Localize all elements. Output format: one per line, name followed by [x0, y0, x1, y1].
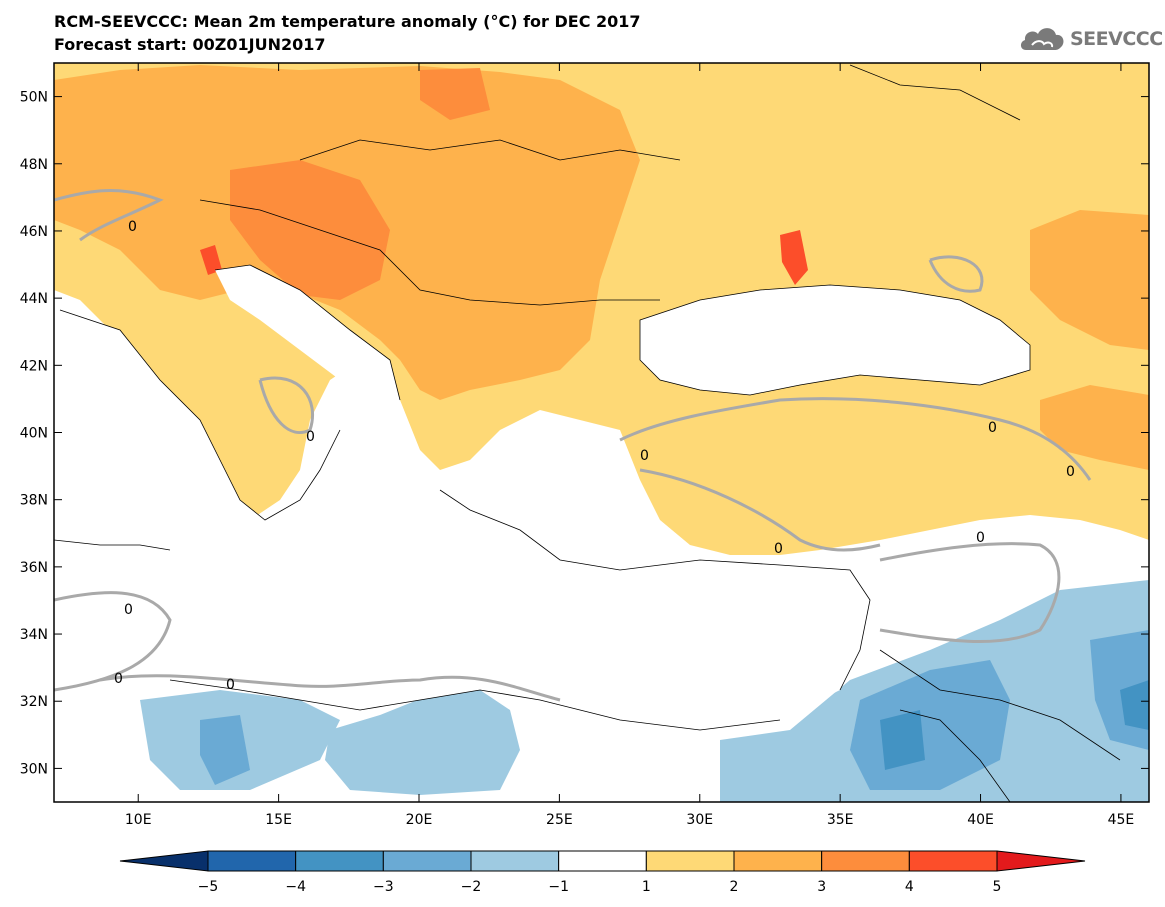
- colorbar-extension-low: [119, 850, 209, 872]
- lat-tick-label: 48N: [20, 157, 48, 173]
- anomaly-region-pos3: [230, 160, 390, 300]
- lon-tick-label: 25E: [546, 812, 573, 828]
- colorbar-segment: [295, 850, 384, 872]
- colorbar-label: 2: [730, 879, 739, 895]
- lon-tick-label: 20E: [406, 812, 433, 828]
- lat-tick-label: 42N: [20, 358, 48, 374]
- zero-contours: [54, 189, 1092, 702]
- lon-tick-label: 45E: [1108, 812, 1135, 828]
- black-sea: [640, 285, 1030, 395]
- colorbar-label: 3: [817, 879, 826, 895]
- mediterranean-sea: [60, 310, 870, 730]
- lat-tick-label: 36N: [20, 560, 48, 576]
- contour-label-0: 0: [226, 677, 235, 693]
- contour-label-0: 0: [774, 541, 783, 557]
- contour-labels: 0 0 0 0 0 0 0 0 0 0: [114, 219, 1075, 693]
- lon-tick-label: 15E: [265, 812, 292, 828]
- anomaly-region-pos3-b: [420, 68, 490, 120]
- lat-tick-label: 44N: [20, 291, 48, 307]
- lon-tick-label: 10E: [125, 812, 152, 828]
- contour-label-0: 0: [114, 671, 123, 687]
- anomaly-region-neg3-b: [1120, 680, 1149, 730]
- anomaly-region-neg3: [880, 710, 925, 770]
- lon-tick-label: 35E: [827, 812, 854, 828]
- forecast-start-label: Forecast start: 00Z01JUN2017: [54, 35, 326, 54]
- colorbar-label: −5: [198, 879, 219, 895]
- lat-tick-label: 32N: [20, 694, 48, 710]
- colorbar-label: 1: [642, 879, 651, 895]
- anomaly-region-neg1-b: [325, 690, 520, 795]
- colorbar-segment: [908, 850, 998, 872]
- colorbar-label: 5: [993, 879, 1002, 895]
- contour-label-0: 0: [988, 420, 997, 436]
- lon-tick-label: 30E: [686, 812, 713, 828]
- lat-tick-label: 40N: [20, 426, 48, 442]
- colorbar-segment: [558, 850, 647, 872]
- colorbar: −5 −4 −3 −2 −1 1 2 3 4 5: [119, 850, 1086, 895]
- anomaly-region-pos2-b: [1030, 210, 1149, 350]
- contour-label-0: 0: [976, 530, 985, 546]
- cloud-icon: [1020, 28, 1064, 50]
- lat-tick-label: 38N: [20, 493, 48, 509]
- adriatic-sea: [215, 265, 400, 410]
- colorbar-label: −2: [461, 879, 482, 895]
- seevccc-logo: SEEVCCC: [1018, 20, 1163, 56]
- anomaly-region-pos2-c: [1040, 385, 1149, 470]
- map-title: RCM-SEEVCCC: Mean 2m temperature anomaly…: [54, 12, 641, 31]
- anomaly-region-pos4-b: [200, 245, 222, 275]
- colorbar-segment: [645, 850, 735, 872]
- coastlines: [54, 64, 1121, 802]
- lat-tick-label: 34N: [20, 627, 48, 643]
- colorbar-segment: [821, 850, 910, 872]
- anomaly-region-neg2-c: [200, 715, 250, 785]
- colorbar-label: −4: [285, 879, 306, 895]
- contour-label-0: 0: [124, 602, 133, 618]
- lat-tick-label: 50N: [20, 90, 48, 106]
- anomaly-region-pos1-b: [755, 435, 910, 510]
- colorbar-segment: [207, 850, 297, 872]
- logo-text: SEEVCCC: [1070, 28, 1163, 50]
- lat-tick-label: 30N: [20, 761, 48, 777]
- lon-tick-label: 40E: [967, 812, 994, 828]
- colorbar-label: −3: [373, 879, 394, 895]
- longitude-axis: 10E 15E 20E 25E 30E 35E 40E 45E: [125, 63, 1134, 828]
- map-field: 0 0 0 0 0 0 0 0 0 0: [54, 63, 1149, 802]
- contour-label-0: 0: [128, 219, 137, 235]
- colorbar-label: −1: [548, 879, 569, 895]
- contour-label-0: 0: [306, 429, 315, 445]
- colorbar-segment: [470, 850, 560, 872]
- latitude-axis: 50N 48N 46N 44N 42N 40N 38N 36N 34N 32N 30N: [20, 90, 1149, 777]
- colorbar-segment: [382, 850, 472, 872]
- contour-label-0: 0: [640, 448, 649, 464]
- colorbar-segment: [733, 850, 823, 872]
- contour-label-0: 0: [1066, 464, 1075, 480]
- anomaly-region-pos4: [780, 230, 808, 285]
- colorbar-extension-high: [996, 850, 1086, 872]
- colorbar-label: 4: [905, 879, 914, 895]
- lat-tick-label: 46N: [20, 224, 48, 240]
